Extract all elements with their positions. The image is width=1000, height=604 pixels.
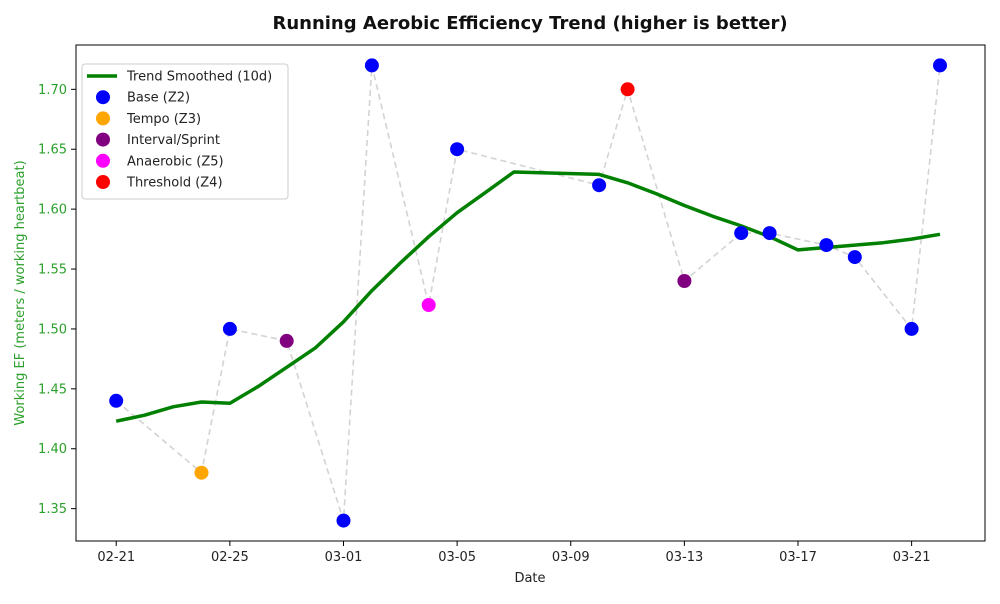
legend-label-3: Tempo (Z3) bbox=[126, 112, 201, 127]
run-point-10 bbox=[620, 82, 635, 97]
run-point-14 bbox=[819, 238, 834, 253]
run-point-16 bbox=[904, 321, 919, 336]
run-point-9 bbox=[592, 178, 607, 193]
y-tick-label-3: 1.45 bbox=[38, 382, 67, 397]
y-tick-label-1: 1.35 bbox=[38, 502, 67, 517]
legend-swatch-4 bbox=[96, 132, 110, 147]
run-point-8 bbox=[450, 142, 465, 157]
legend-label-1: Trend Smoothed (10d) bbox=[126, 70, 272, 85]
run-point-5 bbox=[336, 513, 351, 528]
run-point-13 bbox=[762, 226, 777, 241]
legend: Trend Smoothed (10d) Base (Z2) Tempo (Z3) I… bbox=[81, 63, 289, 200]
run-point-11 bbox=[677, 274, 692, 288]
run-point-3 bbox=[222, 321, 237, 336]
legend-label-4: Interval/Sprint bbox=[127, 133, 220, 148]
x-tick-label-1: 02-21 bbox=[97, 550, 135, 565]
y-tick-label-4: 1.50 bbox=[38, 322, 67, 337]
y-tick-label-2: 1.40 bbox=[38, 442, 67, 457]
run-point-4 bbox=[279, 333, 294, 348]
x-axis: 02-21 02-25 03-01 03-05 03-09 03-13 03-17 03-21 bbox=[97, 541, 931, 565]
legend-label-5: Anaerobic (Z5) bbox=[127, 154, 224, 169]
legend-swatch-3 bbox=[96, 111, 110, 126]
trend-smoothed-line bbox=[115, 170, 941, 423]
run-points-layer bbox=[109, 58, 947, 528]
run-point-12 bbox=[734, 226, 749, 241]
run-point-6 bbox=[364, 58, 379, 73]
run-point-17 bbox=[933, 58, 947, 73]
x-tick-label-7: 03-17 bbox=[779, 550, 817, 565]
y-axis-label: Working EF (meters / working heartbeat) bbox=[13, 160, 28, 425]
run-point-7 bbox=[421, 298, 436, 312]
run-point-2 bbox=[194, 465, 209, 480]
y-tick-label-8: 1.70 bbox=[38, 83, 67, 98]
x-tick-label-6: 03-13 bbox=[665, 550, 703, 565]
x-axis-label: Date bbox=[514, 571, 545, 586]
x-tick-label-3: 03-01 bbox=[325, 550, 363, 565]
x-tick-label-8: 03-21 bbox=[893, 550, 931, 565]
legend-box bbox=[81, 63, 289, 200]
run-point-1 bbox=[109, 393, 124, 408]
legend-label-2: Base (Z2) bbox=[127, 91, 190, 106]
x-tick-label-5: 03-09 bbox=[552, 550, 590, 565]
y-tick-label-6: 1.60 bbox=[38, 203, 67, 218]
run-point-15 bbox=[847, 250, 862, 265]
legend-swatch-5 bbox=[96, 153, 110, 168]
legend-swatch-6 bbox=[96, 175, 110, 189]
chart-title: Running Aerobic Efficiency Trend (higher… bbox=[272, 13, 787, 34]
plot-area-frame bbox=[75, 44, 986, 542]
trend-layer bbox=[115, 170, 941, 423]
x-tick-label-4: 03-05 bbox=[438, 550, 476, 565]
legend-label-6: Threshold (Z4) bbox=[126, 176, 223, 191]
y-tick-label-5: 1.55 bbox=[38, 263, 67, 278]
legend-swatch-2 bbox=[96, 90, 110, 105]
y-axis: 1.35 1.40 1.45 1.50 1.55 1.60 1.65 1.70 bbox=[38, 83, 76, 517]
x-tick-label-2: 02-25 bbox=[211, 550, 249, 565]
y-tick-label-7: 1.65 bbox=[38, 143, 67, 158]
